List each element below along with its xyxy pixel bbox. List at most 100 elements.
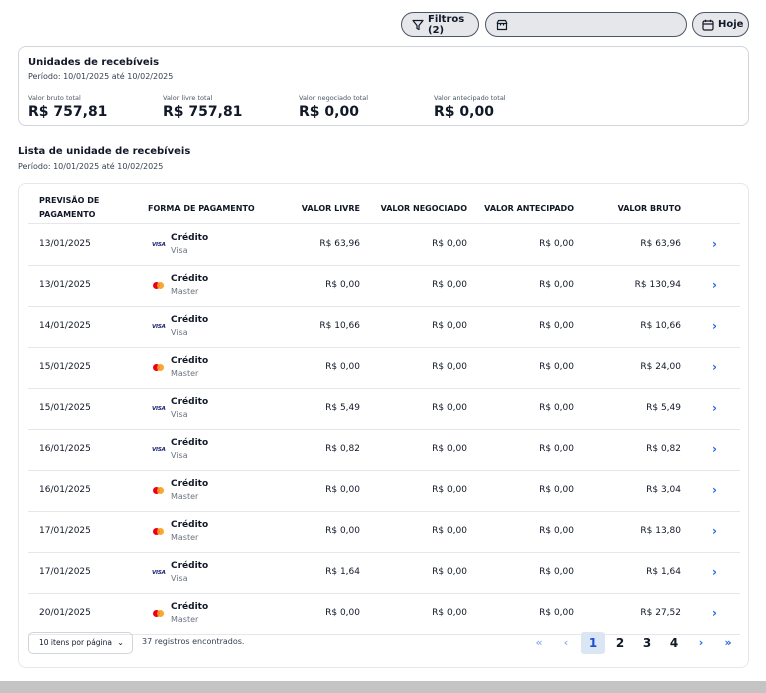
visa-icon: VISA bbox=[152, 242, 166, 248]
table-row[interactable]: 13/01/2025 Crédito Master R$ 0,00 R$ 0,00 R$ … bbox=[28, 266, 740, 307]
records-count: 37 registros encontrados. bbox=[142, 637, 245, 646]
header-anticipated-value: VALOR ANTECIPADO bbox=[484, 204, 574, 213]
negotiated-value: R$ 0,00 bbox=[432, 608, 467, 618]
top-toolbar: Filtros (2) Hoje bbox=[0, 12, 766, 38]
today-button[interactable]: Hoje bbox=[692, 12, 749, 37]
payment-type: Crédito bbox=[171, 397, 209, 407]
gross-value: R$ 1,64 bbox=[646, 567, 681, 577]
chevron-right-icon[interactable]: › bbox=[712, 319, 717, 333]
mastercard-icon bbox=[152, 486, 166, 496]
card-brand: Visa bbox=[171, 574, 188, 583]
receivables-summary-card: Unidades de recebíveis Período: 10/01/20… bbox=[18, 46, 749, 126]
metric-label: Valor livre total bbox=[163, 94, 213, 102]
gross-value: R$ 3,04 bbox=[646, 485, 681, 495]
negotiated-value: R$ 0,00 bbox=[432, 526, 467, 536]
page-4-button[interactable]: 4 bbox=[669, 636, 679, 650]
free-value: R$ 10,66 bbox=[319, 321, 360, 331]
payment-date: 16/01/2025 bbox=[39, 444, 91, 454]
payment-type: Crédito bbox=[171, 315, 209, 325]
page-1-button[interactable]: 1 bbox=[581, 632, 605, 654]
negotiated-value: R$ 0,00 bbox=[432, 403, 467, 413]
anticipated-value: R$ 0,00 bbox=[539, 280, 574, 290]
metric-label: Valor negociado total bbox=[299, 94, 369, 102]
negotiated-value: R$ 0,00 bbox=[432, 239, 467, 249]
visa-icon: VISA bbox=[152, 324, 166, 330]
summary-title: Unidades de recebíveis bbox=[28, 57, 160, 68]
gross-value: R$ 27,52 bbox=[640, 608, 681, 618]
anticipated-value: R$ 0,00 bbox=[539, 608, 574, 618]
table-row[interactable]: 16/01/2025 VISA Crédito Visa R$ 0,82 R$ 0,00 R… bbox=[28, 430, 740, 471]
last-page-button[interactable]: » bbox=[724, 636, 732, 649]
payment-date: 13/01/2025 bbox=[39, 239, 91, 249]
free-value: R$ 63,96 bbox=[319, 239, 360, 249]
chevron-right-icon[interactable]: › bbox=[712, 278, 717, 292]
chevron-right-icon[interactable]: › bbox=[712, 360, 717, 374]
metric-gross-total: Valor bruto total R$ 757,81 bbox=[28, 94, 107, 120]
payment-type: Crédito bbox=[171, 520, 209, 530]
first-page-button[interactable]: « bbox=[535, 636, 543, 649]
list-period: Período: 10/01/2025 até 10/02/2025 bbox=[18, 162, 164, 171]
table-row[interactable]: 20/01/2025 Crédito Master R$ 0,00 R$ 0,00 R$ … bbox=[28, 594, 740, 635]
metric-label: Valor bruto total bbox=[28, 94, 81, 102]
anticipated-value: R$ 0,00 bbox=[539, 321, 574, 331]
card-brand: Visa bbox=[171, 410, 188, 419]
table-row[interactable]: 17/01/2025 Crédito Master R$ 0,00 R$ 0,00 R$ … bbox=[28, 512, 740, 553]
visa-icon: VISA bbox=[152, 447, 166, 453]
payment-type: Crédito bbox=[171, 438, 209, 448]
payment-type: Crédito bbox=[171, 479, 209, 489]
chevron-right-icon[interactable]: › bbox=[712, 524, 717, 538]
next-page-button[interactable]: › bbox=[698, 636, 704, 649]
chevron-right-icon[interactable]: › bbox=[712, 606, 717, 620]
payment-date: 13/01/2025 bbox=[39, 280, 91, 290]
filter-icon bbox=[412, 19, 424, 30]
negotiated-value: R$ 0,00 bbox=[432, 444, 467, 454]
table-row[interactable]: 15/01/2025 VISA Crédito Visa R$ 5,49 R$ 0,00 R… bbox=[28, 389, 740, 430]
payment-date: 16/01/2025 bbox=[39, 485, 91, 495]
free-value: R$ 0,00 bbox=[325, 608, 360, 618]
page-2-button[interactable]: 2 bbox=[615, 636, 625, 650]
payment-type: Crédito bbox=[171, 274, 209, 284]
payment-type: Crédito bbox=[171, 356, 209, 366]
table-footer: 10 itens por página ⌄ 37 registros encon… bbox=[28, 632, 740, 656]
previous-page-button[interactable]: ‹ bbox=[563, 636, 569, 649]
store-icon bbox=[496, 19, 508, 30]
anticipated-value: R$ 0,00 bbox=[539, 362, 574, 372]
chevron-right-icon[interactable]: › bbox=[712, 401, 717, 415]
free-value: R$ 5,49 bbox=[325, 403, 360, 413]
chevron-right-icon[interactable]: › bbox=[712, 565, 717, 579]
table-header: PREVISÃO DE PAGAMENTO FORMA DE PAGAMENTO… bbox=[28, 194, 740, 224]
visa-icon: VISA bbox=[152, 406, 166, 412]
anticipated-value: R$ 0,00 bbox=[539, 526, 574, 536]
gross-value: R$ 10,66 bbox=[640, 321, 681, 331]
metric-value: R$ 757,81 bbox=[163, 104, 243, 120]
store-selector[interactable] bbox=[485, 12, 687, 37]
items-per-page-select[interactable]: 10 itens por página ⌄ bbox=[28, 632, 133, 654]
metric-negotiated-total: Valor negociado total R$ 0,00 bbox=[299, 94, 368, 120]
filters-button[interactable]: Filtros (2) bbox=[401, 12, 479, 37]
mastercard-icon bbox=[152, 281, 166, 291]
payment-date: 17/01/2025 bbox=[39, 567, 91, 577]
gross-value: R$ 24,00 bbox=[640, 362, 681, 372]
header-gross-value: VALOR BRUTO bbox=[617, 204, 681, 213]
metric-label: Valor antecipado total bbox=[434, 94, 506, 102]
payment-type: Crédito bbox=[171, 233, 209, 243]
chevron-right-icon[interactable]: › bbox=[712, 483, 717, 497]
page-3-button[interactable]: 3 bbox=[642, 636, 652, 650]
calendar-icon bbox=[702, 19, 714, 31]
table-row[interactable]: 13/01/2025 VISA Crédito Visa R$ 63,96 R$ 0,00… bbox=[28, 225, 740, 266]
table-row[interactable]: 17/01/2025 VISA Crédito Visa R$ 1,64 R$ 0,00 R… bbox=[28, 553, 740, 594]
card-brand: Visa bbox=[171, 328, 188, 337]
table-row[interactable]: 14/01/2025 VISA Crédito Visa R$ 10,66 R$ 0,00… bbox=[28, 307, 740, 348]
table-row[interactable]: 15/01/2025 Crédito Master R$ 0,00 R$ 0,00 R$ … bbox=[28, 348, 740, 389]
negotiated-value: R$ 0,00 bbox=[432, 321, 467, 331]
bottom-bar bbox=[0, 681, 766, 693]
header-free-value: VALOR LIVRE bbox=[301, 204, 360, 213]
negotiated-value: R$ 0,00 bbox=[432, 280, 467, 290]
chevron-right-icon[interactable]: › bbox=[712, 237, 717, 251]
items-per-page-value: 10 itens por página bbox=[39, 638, 112, 647]
payment-date: 15/01/2025 bbox=[39, 403, 91, 413]
card-brand: Master bbox=[171, 369, 199, 378]
chevron-right-icon[interactable]: › bbox=[712, 442, 717, 456]
table-row[interactable]: 16/01/2025 Crédito Master R$ 0,00 R$ 0,00 R$ … bbox=[28, 471, 740, 512]
anticipated-value: R$ 0,00 bbox=[539, 444, 574, 454]
